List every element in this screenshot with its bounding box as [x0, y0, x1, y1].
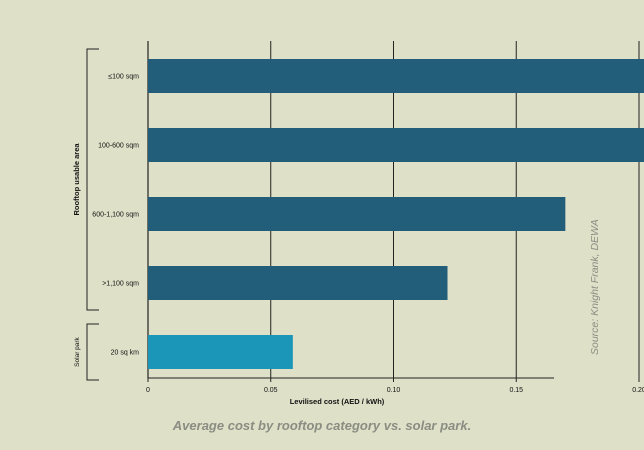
group-label: Rooftop usable area	[72, 143, 81, 216]
bar	[148, 335, 293, 369]
x-tick-label: 0.05	[264, 387, 278, 394]
source-note: Source: Knight Frank, DEWA	[589, 219, 601, 355]
chart-caption: Average cost by rooftop category vs. sol…	[172, 418, 472, 433]
x-tick-label: 0.10	[387, 387, 401, 394]
category-label: 20 sq km	[111, 350, 140, 357]
bar	[148, 59, 644, 93]
x-tick-label: 0.20	[632, 387, 644, 394]
x-tick-label: 0.15	[509, 387, 523, 394]
x-axis: 00.050.100.150.200.250.30	[146, 377, 644, 394]
group-bracket	[86, 48, 99, 311]
bar	[148, 197, 566, 231]
x-axis-label: Levilised cost (AED / kWh)	[290, 397, 385, 406]
category-label: ≤100 sqm	[108, 74, 139, 81]
category-label: >1,100 sqm	[102, 281, 139, 288]
category-label: 600-1,100 sqm	[92, 212, 139, 219]
x-tick-label: 0	[146, 387, 150, 394]
bar	[148, 128, 644, 162]
group-label: Solar park	[74, 336, 81, 366]
bars	[148, 59, 644, 369]
category-labels: ≤100 sqm 100-600 sqm 600-1,100 sqm >1,100 s…	[92, 74, 139, 357]
bar	[148, 266, 448, 300]
group-bracket	[86, 323, 99, 381]
group-brackets: Rooftop usable area Solar park	[72, 48, 99, 381]
category-label: 100-600 sqm	[98, 143, 139, 150]
